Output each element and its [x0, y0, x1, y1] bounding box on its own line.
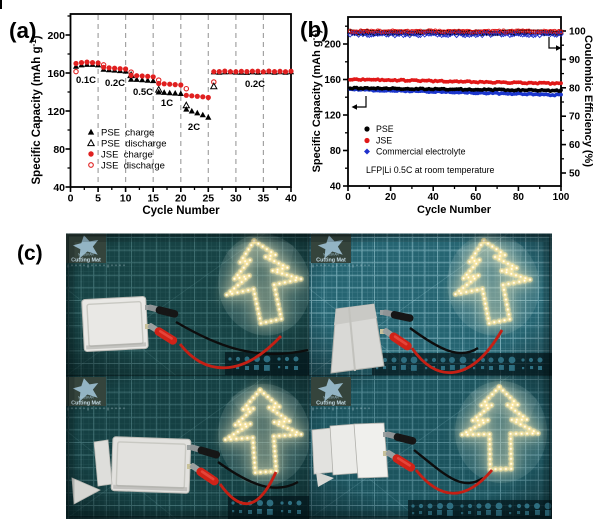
svg-text:LFP|Li 0.5C at room temperatur: LFP|Li 0.5C at room temperature	[366, 165, 495, 175]
svg-text:MASSKAR: MASSKAR	[78, 253, 94, 257]
svg-text:200: 200	[324, 40, 341, 51]
svg-text:80: 80	[53, 144, 65, 156]
svg-text:15: 15	[147, 193, 159, 205]
svg-text:MASSKAR: MASSKAR	[323, 396, 339, 400]
svg-text:120: 120	[47, 106, 65, 118]
svg-text:20: 20	[385, 192, 397, 203]
svg-text:160: 160	[47, 68, 65, 80]
svg-text:50: 50	[569, 169, 581, 180]
svg-text:100: 100	[569, 27, 586, 38]
svg-text:PSE discharge: PSE discharge	[101, 139, 166, 150]
svg-text:40: 40	[330, 182, 342, 193]
svg-text:Specific Capacity (mAh g-1): Specific Capacity (mAh g-1)	[309, 29, 324, 172]
svg-text:80: 80	[330, 146, 342, 157]
svg-text:0: 0	[68, 193, 74, 205]
svg-text:160: 160	[324, 75, 341, 86]
svg-text:Cutting Mat: Cutting Mat	[316, 401, 346, 407]
svg-text:Cutting Mat: Cutting Mat	[316, 258, 346, 264]
svg-text:JSE discharge: JSE discharge	[101, 161, 165, 172]
svg-text:Coulombic Efficiency (%): Coulombic Efficiency (%)	[582, 35, 594, 167]
svg-text:30: 30	[230, 193, 242, 205]
svg-text:40: 40	[428, 192, 440, 203]
svg-text:1C: 1C	[161, 98, 173, 109]
svg-text:(a): (a)	[9, 18, 37, 43]
svg-text:0.2C: 0.2C	[245, 79, 265, 90]
svg-text:(c): (c)	[17, 242, 43, 265]
svg-text:JSE: JSE	[376, 136, 392, 146]
svg-text:(b): (b)	[300, 17, 329, 42]
svg-text:10: 10	[120, 193, 132, 205]
svg-text:Cutting Mat: Cutting Mat	[71, 258, 101, 264]
svg-text:Specific Capacity (mAh g-1): Specific Capacity (mAh g-1)	[29, 35, 44, 184]
svg-text:0: 0	[345, 192, 351, 203]
svg-text:0.1C: 0.1C	[76, 75, 96, 86]
svg-text:5: 5	[95, 193, 101, 205]
svg-text:0.2C: 0.2C	[105, 78, 125, 89]
svg-text:40: 40	[53, 182, 65, 194]
svg-text:MASSKAR: MASSKAR	[323, 253, 339, 257]
svg-text:200: 200	[47, 30, 65, 42]
svg-text:MASSKAR: MASSKAR	[78, 396, 94, 400]
svg-text:JSE charge: JSE charge	[101, 150, 153, 161]
svg-text:Cycle Number: Cycle Number	[417, 204, 492, 216]
svg-text:90: 90	[569, 55, 581, 66]
svg-text:40: 40	[285, 193, 297, 205]
svg-text:PSE: PSE	[376, 124, 394, 134]
svg-text:80: 80	[513, 192, 525, 203]
svg-text:100: 100	[553, 192, 570, 203]
svg-text:60: 60	[470, 192, 482, 203]
svg-text:20: 20	[175, 193, 187, 205]
svg-text:120: 120	[324, 111, 341, 122]
svg-text:Commercial electrolyte: Commercial electrolyte	[376, 147, 466, 157]
svg-text:70: 70	[569, 112, 581, 123]
svg-text:35: 35	[258, 193, 270, 205]
svg-text:2C: 2C	[188, 122, 200, 133]
svg-text:80: 80	[569, 83, 581, 94]
svg-text:0.5C: 0.5C	[133, 87, 153, 98]
svg-text:PSE charge: PSE charge	[101, 128, 154, 139]
svg-text:Cycle Number: Cycle Number	[142, 205, 220, 217]
svg-text:Cutting Mat: Cutting Mat	[71, 401, 101, 407]
svg-text:25: 25	[202, 193, 214, 205]
svg-text:60: 60	[569, 140, 581, 151]
